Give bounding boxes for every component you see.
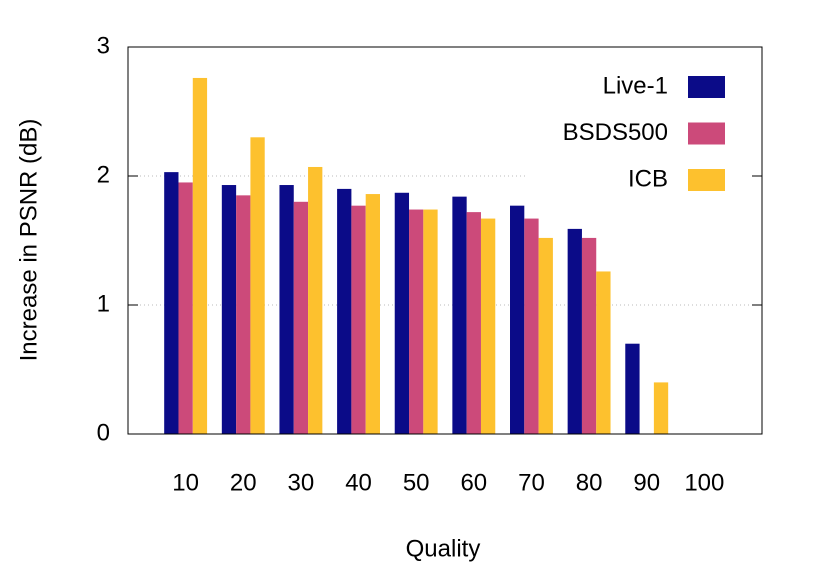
bar	[452, 196, 467, 434]
bar	[337, 188, 352, 434]
bar	[581, 237, 597, 434]
legend-label: BSDS500	[563, 119, 668, 146]
y-tick-label: 0	[97, 419, 110, 446]
bar	[236, 195, 251, 434]
bar	[567, 228, 582, 434]
bar	[409, 209, 424, 434]
y-axis-title: Increase in PSNR (dB)	[15, 119, 42, 362]
y-tick-label: 1	[97, 290, 110, 317]
bar	[308, 166, 323, 434]
bar	[221, 185, 237, 434]
bar	[365, 194, 380, 434]
y-tick-label: 2	[97, 161, 110, 188]
bar	[625, 343, 640, 434]
legend-label: Live-1	[603, 72, 668, 99]
x-tick-label: 60	[460, 469, 487, 496]
bar	[538, 237, 553, 434]
x-tick-label: 30	[288, 469, 315, 496]
bar	[178, 182, 193, 434]
legend-swatch	[688, 122, 725, 145]
bar	[423, 209, 438, 434]
x-tick-label: 10	[172, 469, 199, 496]
bar	[351, 205, 366, 434]
bar	[293, 201, 309, 434]
bar	[480, 218, 496, 434]
x-tick-label: 90	[633, 469, 660, 496]
bar	[596, 271, 611, 434]
bar	[466, 212, 481, 434]
plot-frame	[127, 46, 763, 435]
bar	[192, 77, 208, 435]
legend-swatch	[688, 76, 725, 98]
x-tick-label: 50	[403, 469, 430, 496]
bar	[394, 192, 410, 434]
bar	[279, 185, 294, 434]
bar	[524, 218, 539, 434]
x-tick-label: 40	[345, 469, 372, 496]
x-axis-title: Quality	[406, 535, 481, 562]
x-tick-label: 20	[230, 469, 257, 496]
bar	[164, 172, 179, 434]
x-tick-label: 80	[576, 469, 603, 496]
legend-swatch	[688, 169, 725, 191]
x-tick-label: 100	[684, 469, 724, 496]
x-tick-label: 70	[518, 469, 545, 496]
bar	[653, 382, 669, 434]
bar	[510, 205, 525, 434]
bar	[250, 137, 265, 435]
legend-label: ICB	[628, 165, 668, 192]
y-tick-label: 3	[97, 32, 110, 59]
